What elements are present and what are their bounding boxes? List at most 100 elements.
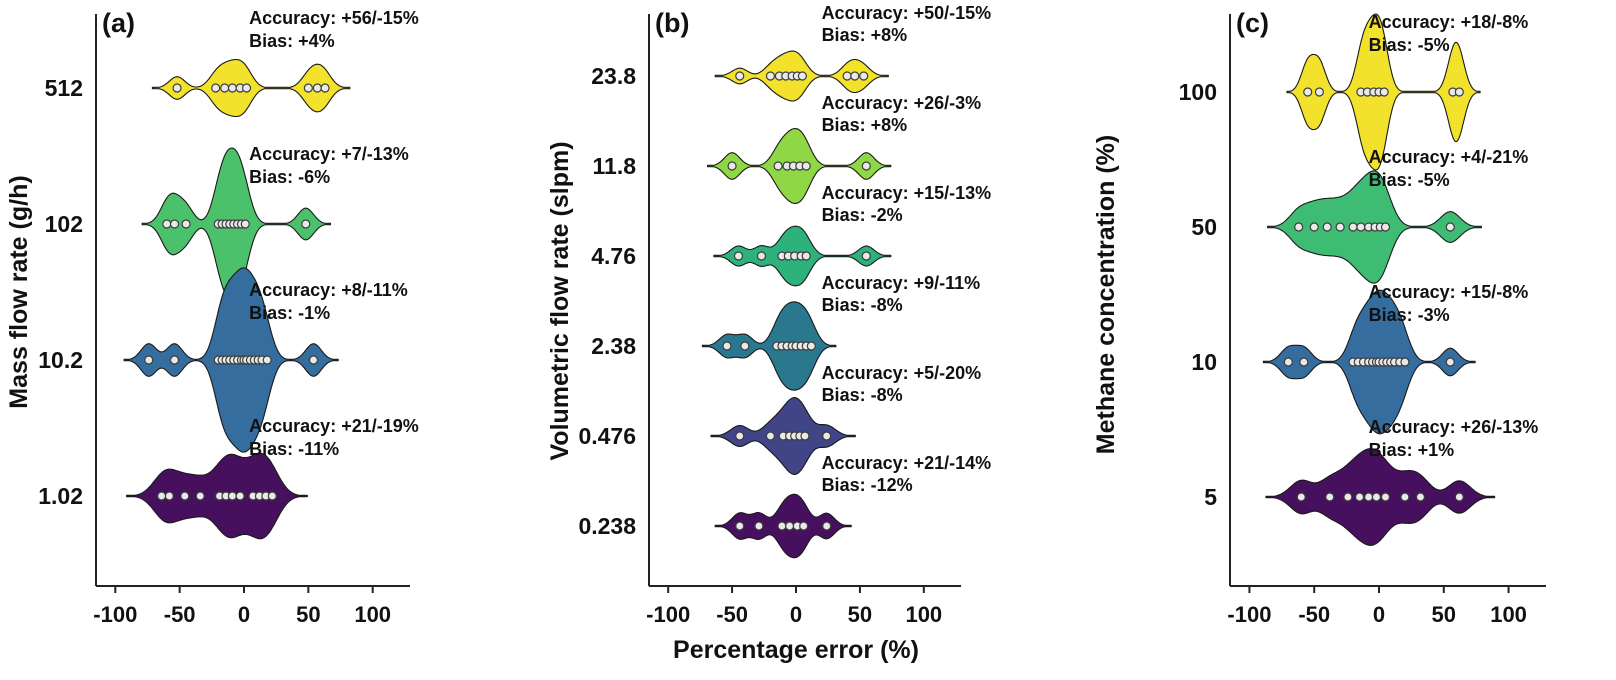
annotation-bias: Bias: -8% (822, 385, 903, 405)
data-point (1400, 357, 1410, 367)
data-point (1283, 357, 1293, 367)
data-point (220, 83, 230, 93)
y-tick-label: 1.02 (38, 483, 83, 509)
data-point (765, 71, 776, 81)
x-tick-label: -100 (93, 602, 137, 627)
annotation-bias: Bias: -8% (822, 295, 903, 315)
annotation-accuracy: Accuracy: +26/-13% (1369, 417, 1539, 437)
y-tick-label: 23.8 (591, 63, 636, 89)
annotation-accuracy: Accuracy: +26/-3% (822, 93, 982, 113)
data-point (162, 219, 172, 229)
data-point (859, 71, 869, 81)
x-tick-label: 100 (354, 602, 391, 627)
y-tick-label: 5 (1204, 484, 1217, 510)
data-point (801, 161, 811, 171)
data-point (180, 491, 190, 501)
data-point (722, 341, 732, 351)
annotation-accuracy: Accuracy: +5/-20% (822, 363, 982, 383)
violin-panel-svg: -100 -50 0 50 100 Methane concentration (%) (c… (1092, 8, 1546, 627)
annotation-accuracy: Accuracy: +56/-15% (249, 8, 419, 28)
y-tick-label: 102 (45, 211, 83, 237)
data-point (181, 219, 191, 229)
data-point (164, 491, 174, 501)
annotation-bias: Bias: -11% (249, 439, 339, 459)
y-axis-label: Volumetric flow rate (slpm) (546, 141, 574, 460)
annotation-accuracy: Accuracy: +4/-21% (1369, 147, 1529, 167)
data-point (144, 355, 154, 365)
data-point (1445, 222, 1455, 232)
data-point (1343, 492, 1353, 502)
data-point (1294, 222, 1304, 232)
data-point (1354, 492, 1365, 502)
annotation-accuracy: Accuracy: +15/-8% (1369, 282, 1529, 302)
y-tick-label: 0.238 (578, 513, 636, 539)
data-point (754, 521, 764, 531)
data-point (756, 251, 767, 261)
panel-b: -100 -50 0 50 100 Percentage error (%) Volumet… (539, 0, 1077, 680)
panel-a: -100 -50 0 50 100 Mass flow rate (g/h) (a) 512 A… (0, 0, 538, 680)
data-point (1445, 357, 1455, 367)
x-tick-label: -100 (1227, 602, 1271, 627)
data-point (799, 521, 809, 531)
data-point (1348, 222, 1358, 232)
annotation-bias: Bias: -6% (249, 167, 330, 187)
data-point (733, 251, 744, 261)
data-point (227, 83, 238, 93)
annotation-bias: Bias: -5% (1369, 35, 1450, 55)
data-point (785, 521, 795, 531)
data-point (157, 491, 167, 501)
data-point (308, 355, 319, 365)
x-tick-label: 50 (1432, 602, 1456, 627)
data-point (806, 341, 816, 351)
data-point (1380, 492, 1391, 502)
y-axis-label: Mass flow rate (g/h) (5, 175, 33, 408)
y-tick-label: 512 (45, 75, 83, 101)
data-point (312, 83, 322, 93)
data-point (777, 521, 787, 531)
data-point (735, 521, 745, 531)
data-point (1356, 222, 1366, 232)
x-tick-label: 50 (296, 602, 320, 627)
data-point (765, 431, 776, 441)
x-tick-label: 0 (790, 602, 802, 627)
data-point (1299, 357, 1309, 367)
y-axis-label: Methane concentration (%) (1092, 135, 1120, 454)
data-point (1454, 492, 1464, 502)
data-point (1303, 87, 1313, 97)
data-point (240, 219, 250, 229)
y-tick-label: 10 (1191, 349, 1217, 375)
data-point (1364, 492, 1374, 502)
data-point (1454, 87, 1464, 97)
annotation-bias: Bias: +4% (249, 31, 335, 51)
data-point (800, 431, 810, 441)
annotation-bias: Bias: -12% (822, 475, 913, 495)
data-point (861, 161, 871, 171)
annotation-bias: Bias: -2% (822, 205, 903, 225)
y-tick-label: 2.38 (591, 333, 636, 359)
data-point (172, 83, 182, 93)
panel-c: -100 -50 0 50 100 Methane concentration (%) (c… (1078, 0, 1616, 680)
annotation-accuracy: Accuracy: +15/-13% (822, 183, 992, 203)
x-tick-label: -50 (1298, 602, 1330, 627)
annotation-bias: Bias: +8% (822, 115, 908, 135)
data-point (320, 83, 330, 93)
data-point (1415, 492, 1426, 502)
data-point (861, 251, 871, 261)
data-point (1400, 492, 1410, 502)
data-point (1380, 222, 1391, 232)
data-point (1322, 222, 1332, 232)
y-tick-label: 100 (1179, 79, 1217, 105)
data-point (1325, 492, 1335, 502)
data-point (1335, 222, 1345, 232)
data-point (773, 161, 783, 171)
data-point (301, 219, 311, 229)
panel-label: (c) (1236, 8, 1269, 38)
panel-label: (a) (102, 8, 135, 38)
y-tick-label: 4.76 (591, 243, 636, 269)
data-point (1314, 87, 1324, 97)
data-point (303, 83, 313, 93)
data-point (842, 71, 852, 81)
x-tick-label: -100 (646, 602, 690, 627)
data-point (735, 71, 745, 81)
data-point (850, 71, 860, 81)
